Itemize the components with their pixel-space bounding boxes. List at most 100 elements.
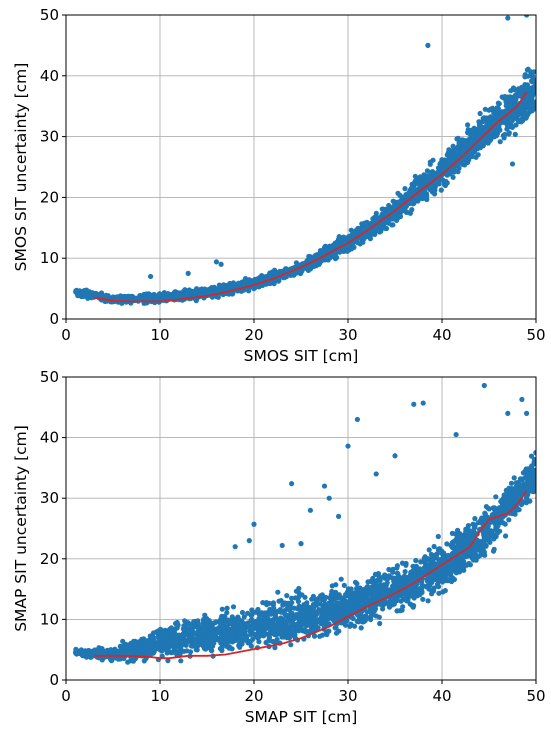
scatter-point bbox=[465, 159, 471, 166]
scatter-point bbox=[443, 178, 449, 185]
scatter-point bbox=[236, 281, 242, 287]
scatter-point bbox=[371, 219, 377, 225]
scatter-point bbox=[466, 560, 472, 567]
scatter-point bbox=[205, 287, 211, 293]
scatter-point bbox=[391, 598, 397, 604]
scatter-point bbox=[516, 111, 522, 117]
scatter-point bbox=[333, 582, 339, 588]
scatter-point bbox=[445, 159, 451, 165]
scatter-point bbox=[219, 645, 225, 651]
scatter-point bbox=[168, 625, 174, 631]
y-tick-label: 20 bbox=[40, 188, 59, 206]
scatter-point bbox=[355, 240, 361, 246]
scatter-point bbox=[527, 498, 533, 504]
scatter-point bbox=[449, 530, 455, 537]
scatter-point bbox=[468, 132, 475, 138]
scatter-point bbox=[397, 213, 404, 220]
scatter-point bbox=[284, 593, 290, 599]
scatter-point bbox=[241, 614, 247, 620]
scatter-point bbox=[406, 191, 413, 197]
scatter-point bbox=[141, 658, 147, 664]
scatter-point bbox=[502, 521, 508, 527]
scatter-point bbox=[386, 602, 392, 608]
scatter-point bbox=[186, 287, 192, 293]
scatter-point bbox=[230, 604, 237, 610]
scatter-point bbox=[377, 620, 383, 627]
scatter-point bbox=[253, 633, 259, 639]
scatter-point bbox=[202, 612, 208, 618]
outlier-point bbox=[218, 261, 224, 267]
scatter-point bbox=[477, 110, 483, 117]
scatter-point bbox=[496, 124, 502, 130]
scatter-point bbox=[475, 132, 482, 138]
scatter-point bbox=[337, 249, 343, 255]
scatter-point bbox=[336, 628, 342, 634]
scatter-point bbox=[512, 131, 518, 137]
scatter-point bbox=[219, 606, 225, 612]
scatter-point bbox=[201, 290, 207, 296]
scatter-point bbox=[317, 633, 323, 639]
scatter-point bbox=[344, 248, 350, 254]
scatter-point bbox=[395, 190, 401, 196]
scatter-point bbox=[275, 589, 281, 595]
scatter-point bbox=[438, 177, 445, 183]
scatter-point bbox=[194, 286, 200, 292]
scatter-point bbox=[438, 187, 444, 193]
outlier-point bbox=[213, 259, 219, 265]
outlier-point bbox=[185, 270, 191, 276]
scatter-point bbox=[436, 546, 443, 552]
plot-area bbox=[73, 15, 536, 306]
scatter-point bbox=[513, 122, 519, 128]
scatter-point bbox=[394, 217, 400, 223]
scatter-point bbox=[413, 557, 419, 564]
scatter-point bbox=[336, 600, 342, 606]
scatter-point bbox=[376, 614, 382, 620]
scatter-point bbox=[525, 66, 531, 72]
scatter-point bbox=[75, 293, 81, 299]
scatter-point bbox=[341, 582, 347, 589]
scatter-point bbox=[155, 292, 161, 298]
scatter-point bbox=[410, 563, 416, 569]
scatter-point bbox=[248, 632, 254, 638]
scatter-point bbox=[533, 450, 536, 456]
scatter-point bbox=[171, 649, 177, 655]
scatter-point bbox=[384, 580, 390, 586]
scatter-point bbox=[402, 186, 408, 192]
scatter-point bbox=[413, 194, 419, 200]
scatter-point bbox=[485, 118, 491, 124]
scatter-point bbox=[470, 127, 476, 133]
x-tick-label: 10 bbox=[150, 326, 169, 344]
scatter-point bbox=[336, 592, 342, 598]
scatter-point bbox=[284, 601, 290, 608]
scatter-point bbox=[523, 110, 530, 116]
scatter-point bbox=[426, 575, 432, 581]
scatter-point bbox=[145, 640, 151, 646]
scatter-point bbox=[370, 575, 376, 582]
scatter-point bbox=[412, 173, 418, 179]
y-tick-label: 10 bbox=[40, 249, 59, 267]
scatter-point bbox=[276, 598, 282, 604]
y-axis-label: SMOS SIT uncertainty [cm] bbox=[12, 63, 30, 272]
scatter-point bbox=[354, 585, 360, 592]
x-axis-label: SMOS SIT [cm] bbox=[244, 347, 359, 365]
scatter-point bbox=[374, 577, 380, 584]
scatter-point bbox=[522, 84, 529, 90]
scatter-point bbox=[192, 290, 199, 296]
scatter-point bbox=[157, 626, 164, 633]
scatter-points bbox=[73, 382, 536, 665]
scatter-point bbox=[469, 139, 475, 145]
scatter-point bbox=[418, 559, 424, 565]
scatter-point bbox=[478, 128, 484, 134]
scatter-point bbox=[448, 155, 454, 161]
scatter-point bbox=[467, 531, 473, 537]
scatter-point bbox=[411, 575, 418, 582]
scatter-point bbox=[485, 505, 491, 511]
scatter-point bbox=[137, 293, 143, 299]
scatter-point bbox=[532, 480, 536, 486]
scatter-point bbox=[495, 100, 501, 106]
scatter-point bbox=[506, 124, 512, 130]
scatter-point bbox=[439, 579, 445, 585]
scatter-point bbox=[254, 608, 260, 614]
scatter-point bbox=[454, 536, 460, 542]
